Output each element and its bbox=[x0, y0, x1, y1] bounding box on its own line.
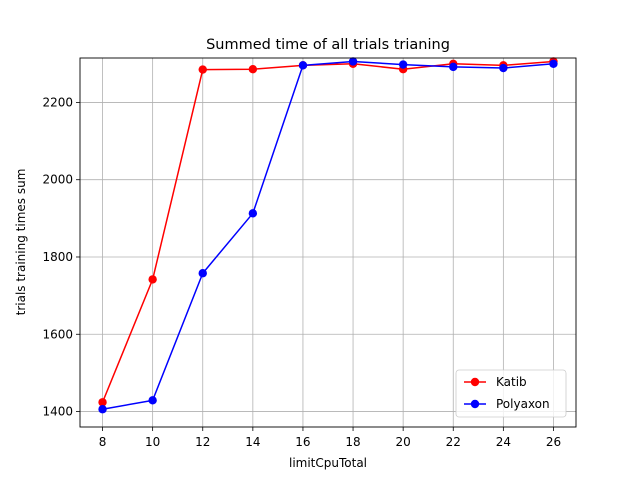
x-tick-label: 8 bbox=[99, 435, 107, 449]
y-tick-label: 2200 bbox=[42, 95, 73, 109]
legend-label: Polyaxon bbox=[496, 397, 550, 411]
data-point bbox=[248, 65, 258, 74]
legend-marker bbox=[470, 399, 480, 409]
x-tick-label: 18 bbox=[345, 435, 360, 449]
data-point bbox=[449, 62, 458, 72]
y-tick-label: 1400 bbox=[42, 405, 73, 419]
series-line bbox=[101, 60, 554, 403]
legend-marker bbox=[470, 377, 480, 387]
legend-label: Katib bbox=[496, 375, 527, 389]
x-tick-label: 16 bbox=[295, 435, 310, 449]
x-axis-label: limitCpuTotal bbox=[289, 456, 367, 470]
data-point bbox=[148, 275, 157, 284]
series-line bbox=[102, 60, 554, 410]
data-point bbox=[298, 61, 308, 70]
plot-area-frame bbox=[79, 57, 577, 428]
y-tick-label: 1800 bbox=[42, 250, 73, 264]
data-point bbox=[248, 209, 258, 218]
x-axis-ticks: 8 10 12 14 16 18 20 22 24 26 bbox=[99, 427, 561, 449]
series-polyaxon bbox=[98, 57, 558, 414]
x-tick-label: 24 bbox=[496, 435, 511, 449]
y-tick-label: 1600 bbox=[42, 327, 73, 341]
data-point bbox=[549, 59, 558, 68]
chart-title: Summed time of all trials trianing bbox=[206, 37, 450, 53]
data-point bbox=[198, 269, 207, 278]
data-point bbox=[398, 60, 408, 69]
legend-item: Katib bbox=[464, 375, 527, 389]
data-point bbox=[348, 57, 358, 66]
x-tick-label: 20 bbox=[396, 435, 411, 449]
y-tick-label: 2000 bbox=[42, 173, 73, 187]
data-point bbox=[499, 63, 508, 73]
x-tick-label: 10 bbox=[145, 435, 160, 449]
y-axis-label: trials training times sum bbox=[14, 169, 28, 316]
x-tick-label: 22 bbox=[446, 435, 461, 449]
data-point bbox=[198, 65, 207, 74]
legend-item: Polyaxon bbox=[464, 397, 550, 411]
x-tick-label: 14 bbox=[245, 435, 260, 449]
legend: Katib Polyaxon bbox=[455, 369, 567, 418]
x-tick-label: 12 bbox=[195, 435, 210, 449]
y-axis-ticks: 1400 1600 1800 2000 2200 bbox=[42, 95, 80, 419]
data-point bbox=[98, 405, 107, 414]
data-point bbox=[98, 398, 107, 407]
data-point bbox=[148, 396, 157, 405]
series-group bbox=[98, 57, 558, 414]
x-tick-label: 26 bbox=[546, 435, 561, 449]
